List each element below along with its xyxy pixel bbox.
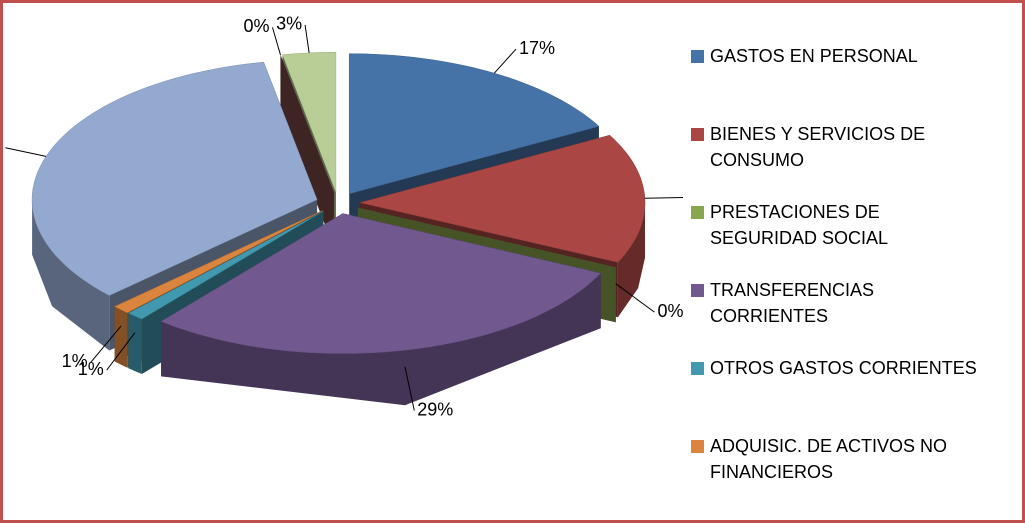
legend-label: BIENES Y SERVICIOS DE CONSUMO [710, 124, 926, 170]
slice-side [161, 273, 601, 406]
slice-wall [280, 54, 334, 248]
legend-swatch [691, 206, 704, 219]
data-label: 17% [519, 38, 555, 58]
leader-line [493, 48, 517, 74]
slice [359, 134, 646, 263]
legend-item: TRANSFERENCIAS CORRIENTES [691, 277, 991, 355]
leader-line [644, 196, 683, 199]
pie-area: 17%15%0%29%1%1%34%0%3% [5, 14, 683, 419]
legend-item: ADQUISIC. DE ACTIVOS NO FINANCIEROS [691, 433, 991, 511]
leader-line [271, 27, 281, 56]
legend-swatch [691, 50, 704, 63]
legend-label: GASTOS EN PERSONAL [710, 46, 918, 66]
legend-item: BIENES Y SERVICIOS DE CONSUMO [691, 121, 991, 199]
slice [114, 210, 323, 313]
slice [160, 213, 602, 406]
leader-line [5, 147, 47, 157]
data-label: 0% [243, 16, 269, 36]
leader-line [90, 325, 122, 363]
slice [160, 213, 602, 354]
legend-label: PRESTACIONES DE SEGURIDAD SOCIAL [710, 202, 889, 248]
data-label: 1% [78, 359, 104, 379]
leader-line [404, 366, 415, 411]
legend-swatch [691, 440, 704, 453]
legend-swatch [691, 128, 704, 141]
data-label: 1% [62, 351, 88, 371]
leader-line [106, 332, 136, 371]
slice-side [114, 306, 128, 368]
legend: GASTOS EN PERSONAL BIENES Y SERVICIOS DE … [691, 43, 991, 511]
legend-swatch [691, 284, 704, 297]
data-label: 0% [657, 301, 683, 321]
leader-line [615, 283, 655, 313]
slice [280, 54, 334, 248]
legend-label: ADQUISIC. DE ACTIVOS NO FINANCIEROS [710, 436, 948, 482]
slice [282, 51, 337, 193]
leader-line [304, 24, 310, 53]
slice-side [617, 202, 645, 318]
legend-item: OTROS GASTOS CORRIENTES [691, 355, 991, 433]
legend-item: PRESTACIONES DE SEGURIDAD SOCIAL [691, 199, 991, 277]
slice-side [32, 199, 110, 351]
legend-label: OTROS GASTOS CORRIENTES [710, 358, 977, 378]
slice-side [128, 313, 142, 374]
data-label: 29% [417, 399, 453, 419]
legend-item: GASTOS EN PERSONAL [691, 43, 991, 121]
legend-swatch [691, 362, 704, 375]
slice [127, 210, 324, 320]
data-label: 3% [276, 14, 302, 34]
legend-label: TRANSFERENCIAS CORRIENTES [710, 280, 875, 326]
